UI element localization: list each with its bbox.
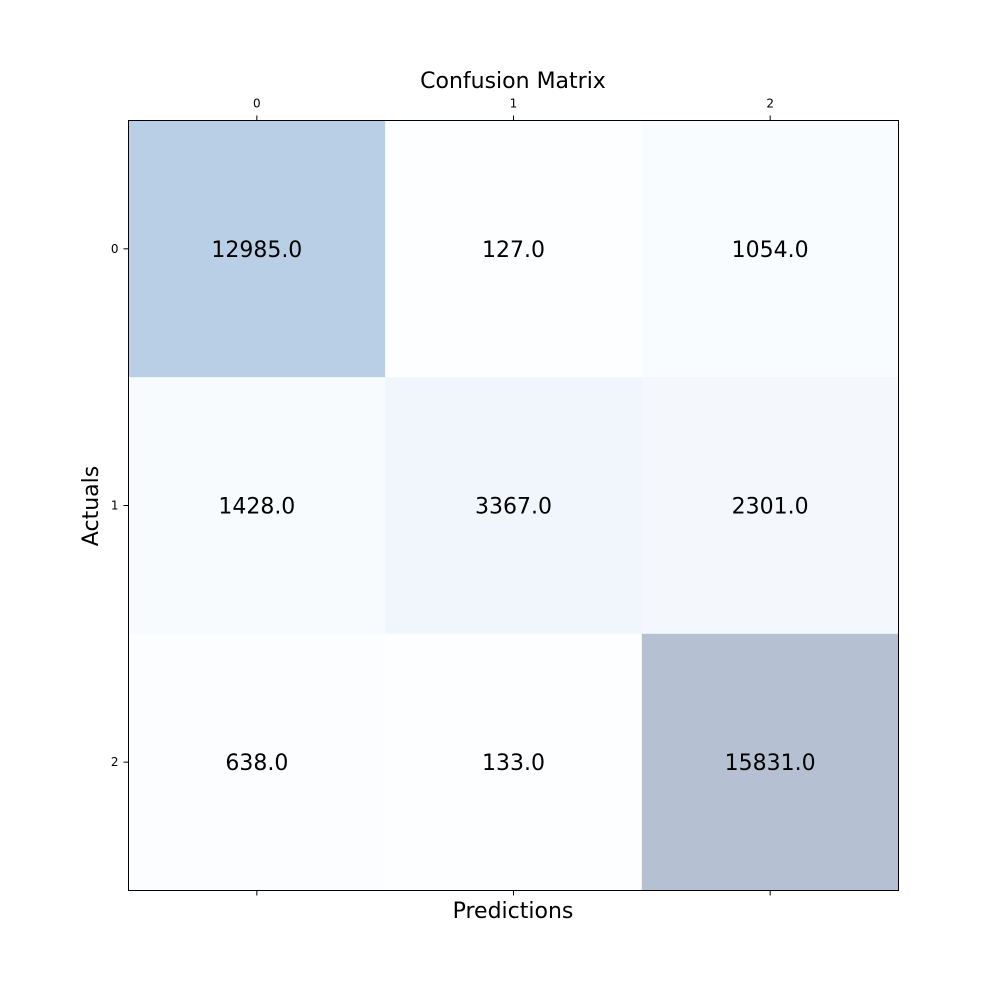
y-axis-ticks: 0 1 2 (111, 242, 129, 769)
cell-value-label: 638.0 (225, 751, 288, 776)
x-tick-label: 2 (766, 97, 774, 111)
heatmap-cell-r0-c2 (641, 120, 899, 378)
x-axis-label: Predictions (453, 899, 574, 924)
heatmap-cell-r1-c0 (128, 377, 386, 635)
y-axis-label: Actuals (79, 466, 104, 546)
heatmap-cell-r1-c1 (385, 377, 643, 635)
heatmap-cell-r1-c2 (641, 377, 899, 635)
cell-value-label: 1054.0 (732, 238, 809, 263)
cell-value-label: 133.0 (482, 751, 545, 776)
y-tick-label: 0 (111, 242, 119, 256)
cell-value-label: 2301.0 (732, 495, 809, 520)
x-tick-label: 1 (510, 97, 518, 111)
cell-value-label: 127.0 (482, 238, 545, 263)
heatmap-cell-labels: 12985.0 127.0 1054.0 1428.0 3367.0 2301.0 638.… (211, 238, 815, 776)
heatmap-cell-r2-c0 (128, 633, 386, 891)
heatmap-cells (128, 120, 899, 891)
cell-value-label: 12985.0 (211, 238, 302, 263)
heatmap-cell-r0-c0 (128, 120, 386, 378)
heatmap-cell-r0-c1 (385, 120, 643, 378)
cell-value-label: 15831.0 (725, 751, 816, 776)
heatmap-cell-r2-c1 (385, 633, 643, 891)
cell-value-label: 3367.0 (475, 495, 552, 520)
y-tick-label: 1 (111, 499, 119, 513)
x-axis-ticks: 0 1 2 (253, 97, 774, 896)
y-tick-label: 2 (111, 755, 119, 769)
cell-value-label: 1428.0 (218, 495, 295, 520)
x-tick-label: 0 (253, 97, 261, 111)
heatmap-cell-r2-c2 (641, 633, 899, 891)
chart-title: Confusion Matrix (420, 69, 606, 94)
